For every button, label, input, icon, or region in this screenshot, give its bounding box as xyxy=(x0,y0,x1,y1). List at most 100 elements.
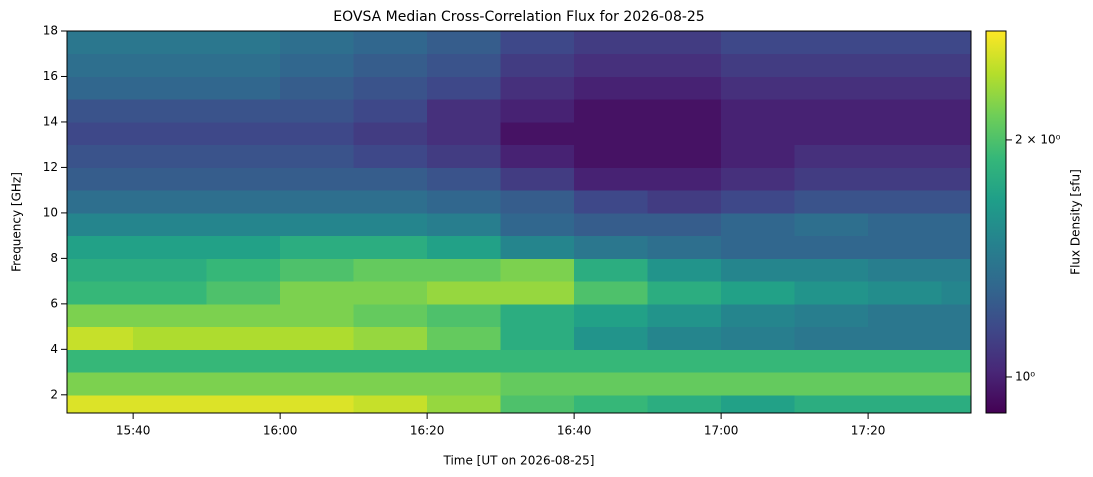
heatmap-cell xyxy=(721,167,796,191)
heatmap-cell xyxy=(941,303,972,328)
heatmap-cell xyxy=(721,372,796,396)
heatmap-cell xyxy=(500,53,575,77)
heatmap-cell xyxy=(574,235,649,259)
heatmap-cell xyxy=(427,190,502,214)
heatmap-cell xyxy=(67,53,134,77)
heatmap-cell xyxy=(280,31,355,55)
heatmap-cell xyxy=(868,31,943,55)
heatmap-cell xyxy=(353,212,428,237)
heatmap-cell xyxy=(353,235,428,259)
heatmap-cell xyxy=(133,167,208,191)
heatmap-cell xyxy=(500,76,575,100)
heatmap-cell xyxy=(941,99,972,123)
heatmap-cell xyxy=(647,394,722,414)
heatmap-cell xyxy=(133,303,208,328)
heatmap-cell xyxy=(647,53,722,77)
heatmap-cell xyxy=(133,99,208,123)
heatmap-cell xyxy=(647,212,722,237)
heatmap-cell xyxy=(721,99,796,123)
heatmap-cell xyxy=(647,144,722,168)
heatmap-cell xyxy=(574,326,649,350)
heatmap-cell xyxy=(647,167,722,191)
heatmap-cell xyxy=(721,121,796,146)
heatmap-cell xyxy=(574,258,649,282)
heatmap-cell xyxy=(353,76,428,100)
heatmap-cell xyxy=(574,99,649,123)
heatmap-cell xyxy=(427,303,502,328)
heatmap-cell xyxy=(721,144,796,168)
heatmap-cell xyxy=(280,53,355,77)
heatmap-cell xyxy=(647,99,722,123)
heatmap-cell xyxy=(280,167,355,191)
heatmap-cell xyxy=(427,235,502,259)
plot-frame xyxy=(66,30,972,414)
heatmap-cell xyxy=(574,394,649,414)
heatmap-cell xyxy=(206,53,281,77)
heatmap-cell xyxy=(353,99,428,123)
heatmap-cell xyxy=(794,394,869,414)
heatmap-cell xyxy=(67,258,134,282)
heatmap-cell xyxy=(868,235,943,259)
heatmap-cell xyxy=(941,235,972,259)
heatmap-cell xyxy=(133,394,208,414)
heatmap-cell xyxy=(868,76,943,100)
heatmap-cell xyxy=(868,281,943,305)
heatmap-cell xyxy=(206,212,281,237)
heatmap-cell xyxy=(280,372,355,396)
heatmap-cell xyxy=(868,303,943,328)
heatmap-cell xyxy=(721,76,796,100)
heatmap-cell xyxy=(941,258,972,282)
heatmap-cell xyxy=(574,212,649,237)
heatmap-cell xyxy=(427,326,502,350)
heatmap-cell xyxy=(133,144,208,168)
heatmap-cell xyxy=(941,190,972,214)
heatmap-cell xyxy=(427,212,502,237)
heatmap-cell xyxy=(868,167,943,191)
heatmap-cell xyxy=(721,281,796,305)
heatmap-cell xyxy=(941,212,972,237)
y-tick-label: 12 xyxy=(43,160,58,174)
heatmap-cell xyxy=(67,235,134,259)
x-tick-label: 17:20 xyxy=(851,424,886,438)
heatmap-cell xyxy=(353,281,428,305)
heatmap-cell xyxy=(206,326,281,350)
heatmap-cell xyxy=(794,167,869,191)
heatmap-cell xyxy=(500,372,575,396)
heatmap-cell xyxy=(427,144,502,168)
heatmap-cell xyxy=(941,167,972,191)
heatmap-cell xyxy=(647,303,722,328)
heatmap-cell xyxy=(133,281,208,305)
heatmap-cell xyxy=(721,190,796,214)
heatmap-cell xyxy=(280,121,355,146)
heatmap-cell xyxy=(353,326,428,350)
heatmap-cell xyxy=(353,31,428,55)
heatmap-cell xyxy=(794,258,869,282)
heatmap-cell xyxy=(721,31,796,55)
heatmap-cell xyxy=(206,167,281,191)
heatmap-cell xyxy=(794,99,869,123)
heatmap-cell xyxy=(647,235,722,259)
heatmap-cell xyxy=(67,349,134,373)
heatmap-cell xyxy=(133,31,208,55)
heatmap-cell xyxy=(206,99,281,123)
y-tick-label: 2 xyxy=(50,387,58,401)
heatmap-cell xyxy=(206,121,281,146)
heatmap-cell xyxy=(280,281,355,305)
heatmap-cell xyxy=(868,190,943,214)
heatmap-cell xyxy=(353,394,428,414)
heatmap-cell xyxy=(794,121,869,146)
y-tick-label: 16 xyxy=(43,69,58,83)
heatmap-cell xyxy=(280,190,355,214)
heatmap-cell xyxy=(941,372,972,396)
heatmap-cell xyxy=(647,121,722,146)
heatmap-cell xyxy=(574,303,649,328)
heatmap-cell xyxy=(133,190,208,214)
heatmap-cell xyxy=(574,349,649,373)
colorbar xyxy=(985,30,1007,414)
heatmap-cell xyxy=(500,394,575,414)
heatmap-cell xyxy=(500,326,575,350)
heatmap-cell xyxy=(868,53,943,77)
heatmap-cell xyxy=(647,258,722,282)
heatmap-cell xyxy=(133,212,208,237)
